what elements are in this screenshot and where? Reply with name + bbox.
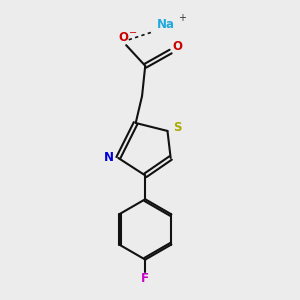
Text: −: − [129,28,137,38]
Text: S: S [173,121,182,134]
Text: O: O [172,40,183,53]
Text: O: O [118,32,128,44]
Text: +: + [178,13,186,23]
Text: F: F [141,272,149,285]
Text: Na: Na [157,18,175,31]
Text: N: N [104,151,114,164]
